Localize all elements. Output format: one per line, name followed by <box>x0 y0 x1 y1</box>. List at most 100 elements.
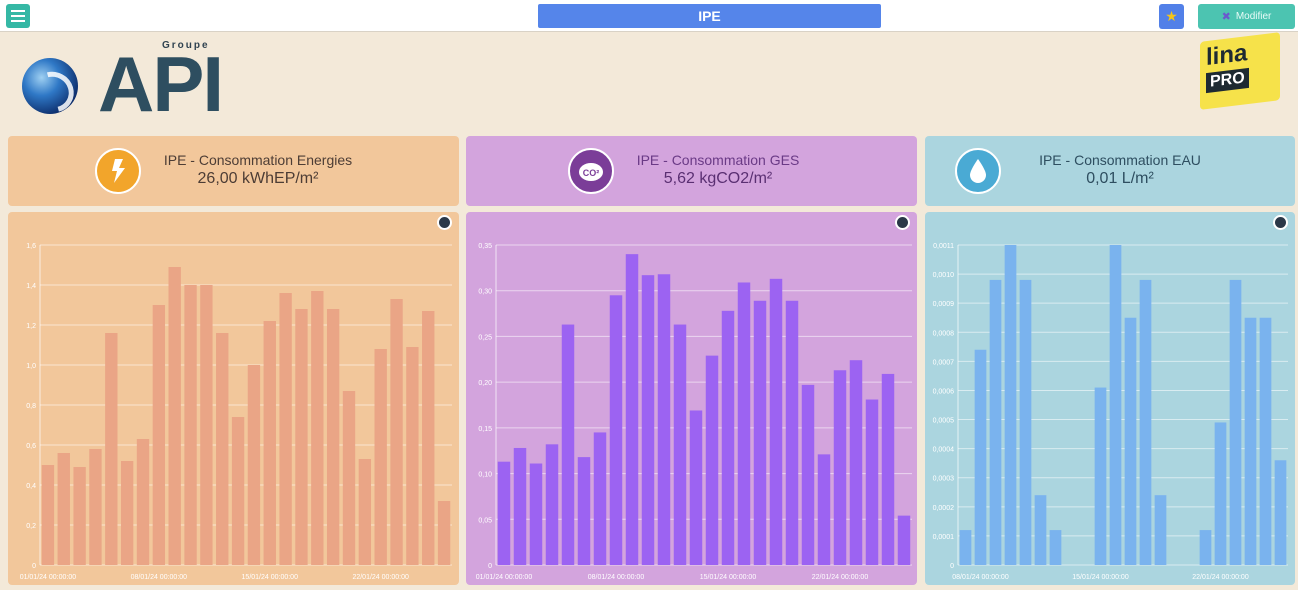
chart-bar[interactable] <box>785 300 799 565</box>
chart-bar[interactable] <box>1124 317 1137 565</box>
magnifier-icon[interactable] <box>437 215 452 230</box>
chart-bar[interactable] <box>593 432 607 565</box>
chart-bar[interactable] <box>673 324 687 565</box>
chart-bar[interactable] <box>545 444 559 565</box>
chart-bar[interactable] <box>73 467 86 565</box>
chart-bar[interactable] <box>1214 422 1227 565</box>
chart-bar[interactable] <box>1034 495 1047 565</box>
kpi-energy-card: IPE - Consommation Energies 26,00 kWhEP/… <box>8 136 459 206</box>
modify-button[interactable]: ✖ Modifier <box>1198 4 1295 29</box>
lina-pro-logo: lina PRO <box>1200 32 1280 110</box>
chart-bar[interactable] <box>1049 530 1062 565</box>
chart-bar[interactable] <box>769 278 783 565</box>
logo-area: Groupe API lina PRO <box>0 32 1298 133</box>
chart-bar[interactable] <box>1094 387 1107 565</box>
chart-bar[interactable] <box>1259 317 1272 565</box>
co2-icon: CO² <box>568 148 614 194</box>
chart-bar[interactable] <box>974 349 987 565</box>
kpi-ges-value: 5,62 kgCO2/m² <box>663 170 773 187</box>
chart-bar[interactable] <box>689 410 703 565</box>
chart-bar[interactable] <box>561 324 575 565</box>
x-tick-label: 08/01/24 00:00:00 <box>952 574 1009 581</box>
favorite-button[interactable]: ★ <box>1159 4 1184 29</box>
chart-bar[interactable] <box>1229 279 1242 565</box>
pro-text: PRO <box>1206 67 1249 94</box>
y-tick-label: 0 <box>488 563 492 570</box>
hamburger-menu-icon[interactable] <box>6 4 30 28</box>
chart-bar[interactable] <box>295 309 308 565</box>
kpi-ges-label: IPE - Consommation GES <box>636 152 800 168</box>
chart-bar[interactable] <box>168 267 181 565</box>
chart-bar[interactable] <box>216 333 229 565</box>
chart-bar[interactable] <box>865 399 879 565</box>
chart-bar[interactable] <box>497 461 511 565</box>
chart-bar[interactable] <box>881 373 895 565</box>
chart-bar[interactable] <box>263 321 276 565</box>
chart-bar[interactable] <box>231 417 245 565</box>
chart-bar[interactable] <box>989 279 1002 565</box>
y-tick-label: 0,6 <box>26 443 36 450</box>
y-tick-label: 0 <box>32 563 36 570</box>
kpi-water-label: IPE - Consommation EAU <box>1039 152 1201 168</box>
y-tick-label: 0,25 <box>478 334 492 341</box>
svg-text:CO²: CO² <box>583 168 600 178</box>
y-tick-label: 1,6 <box>26 243 36 250</box>
chart-bar[interactable] <box>513 447 527 565</box>
chart-bar[interactable] <box>326 309 340 565</box>
x-tick-label: 15/01/24 00:00:00 <box>242 574 299 581</box>
chart-bar[interactable] <box>959 530 972 565</box>
star-icon: ★ <box>1165 8 1178 24</box>
chart-bar[interactable] <box>609 295 623 565</box>
chart-bar[interactable] <box>737 282 751 565</box>
chart-bar[interactable] <box>89 449 102 565</box>
chart-bar[interactable] <box>1019 279 1032 565</box>
top-bar: IPE ★ ✖ Modifier <box>0 0 1298 32</box>
chart-bar[interactable] <box>849 360 863 565</box>
chart-bar[interactable] <box>279 293 292 565</box>
chart-bar[interactable] <box>529 463 543 565</box>
water-drop-icon <box>955 148 1001 194</box>
chart-bar[interactable] <box>753 300 767 565</box>
chart-bar[interactable] <box>152 305 166 565</box>
chart-bar[interactable] <box>41 465 55 565</box>
chart-bar[interactable] <box>641 275 655 565</box>
chart-bar[interactable] <box>833 370 847 565</box>
chart-bar[interactable] <box>422 311 435 565</box>
chart-bar[interactable] <box>1244 317 1257 565</box>
chart-bar[interactable] <box>136 439 150 565</box>
chart-bar[interactable] <box>1109 245 1122 565</box>
chart-bar[interactable] <box>1199 530 1212 565</box>
chart-bar[interactable] <box>57 453 70 565</box>
chart-bar[interactable] <box>1274 460 1287 565</box>
energy-chart: 0 0,2 0,4 0,6 0,8 1,0 1,2 1,4 1,6 01/01/24 00:00:… <box>20 243 452 581</box>
chart-bar[interactable] <box>1139 279 1152 565</box>
chart-bar[interactable] <box>200 285 213 565</box>
magnifier-icon[interactable] <box>1273 215 1288 230</box>
chart-bar[interactable] <box>374 349 387 565</box>
chart-bar[interactable] <box>184 285 197 565</box>
chart-bar[interactable] <box>120 461 134 565</box>
chart-bar[interactable] <box>721 310 735 565</box>
chart-bar[interactable] <box>342 391 356 565</box>
chart-bar[interactable] <box>311 291 324 565</box>
chart-bar[interactable] <box>657 274 671 565</box>
chart-bar[interactable] <box>1154 495 1167 565</box>
chart-bar[interactable] <box>390 299 403 565</box>
x-tick-label: 22/01/24 00:00:00 <box>352 574 409 581</box>
chart-bar[interactable] <box>437 501 451 565</box>
chart-bar[interactable] <box>406 347 419 565</box>
chart-bar[interactable] <box>105 333 118 565</box>
chart-bar[interactable] <box>625 254 639 565</box>
chart-bar[interactable] <box>358 459 372 565</box>
chart-bar[interactable] <box>817 454 831 565</box>
chart-bar[interactable] <box>705 355 719 565</box>
kpi-water-value: 0,01 L/m² <box>1086 170 1154 187</box>
kpi-ges-card: CO² IPE - Consommation GES 5,62 kgCO2/m² <box>466 136 917 206</box>
chart-bar[interactable] <box>1004 245 1017 565</box>
chart-bar[interactable] <box>897 515 911 565</box>
magnifier-icon[interactable] <box>895 215 910 230</box>
chart-bar[interactable] <box>577 457 591 565</box>
chart-bar[interactable] <box>801 384 815 565</box>
chart-bar[interactable] <box>247 365 261 565</box>
ges-chart: 0 0,05 0,10 0,15 0,20 0,25 0,30 0,35 01/01/24 00… <box>476 243 912 581</box>
